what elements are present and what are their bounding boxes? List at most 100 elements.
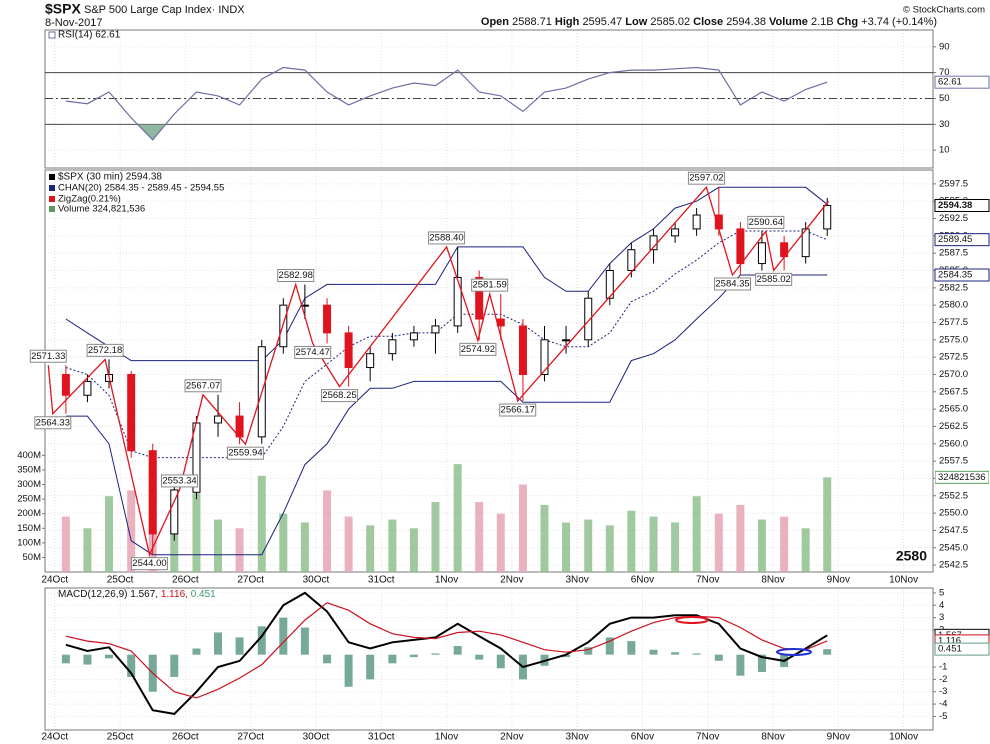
x-tick-label: 9Nov	[827, 732, 850, 743]
y-tick-label: 2547.5	[939, 525, 968, 536]
y-tick-label: 2562.5	[939, 421, 968, 432]
zigzag-label-box	[687, 171, 725, 185]
volume-bar	[714, 513, 723, 572]
x-tick-label: 31Oct	[368, 732, 395, 743]
quote-label: Close	[693, 16, 723, 28]
quote-value: +3.74 (+0.14%)	[861, 16, 937, 28]
x-tick-label: 3Nov	[565, 575, 588, 586]
x-tick-label: 30Oct	[303, 575, 330, 586]
x-tick-label: 31Oct	[368, 575, 395, 586]
zigzag-label-box	[29, 349, 67, 363]
candle-body	[127, 373, 136, 452]
volume-bar	[300, 522, 309, 572]
zigzag-label: 2582.98	[279, 270, 313, 281]
y-tick-label: 2557.5	[939, 456, 968, 467]
x-tick-label: 2Nov	[500, 732, 523, 743]
zigzag-label: 2572.18	[88, 345, 122, 356]
histogram-bar	[475, 654, 484, 660]
zigzag-label-box	[184, 379, 222, 393]
histogram-bar	[344, 654, 353, 687]
zigzag-label: 2559.94	[228, 448, 262, 459]
candle-body	[823, 204, 832, 230]
candle-body	[83, 380, 92, 396]
panel-frame	[44, 169, 934, 573]
y-tick-label: 2580.0	[939, 300, 968, 311]
y-tick-label: 2582.5	[939, 282, 968, 293]
histogram-bar	[736, 654, 745, 676]
zigzag-label: 2567.07	[186, 380, 220, 391]
candle-body	[148, 450, 157, 535]
zigzag-label-box	[714, 277, 752, 291]
quote-label: Chg	[837, 16, 858, 28]
histogram-bar	[496, 654, 505, 669]
y-tick-label: 2572.5	[939, 352, 968, 363]
macd-legend-hist: 0.451	[191, 589, 216, 600]
volume-bar	[344, 516, 353, 572]
quote-value: 2594.38	[726, 16, 766, 28]
quote-label: High	[555, 16, 580, 28]
macd-legend: MACD(12,26,9) 1.567, 1.116, 0.451	[58, 589, 216, 600]
volume-bar	[61, 516, 70, 572]
volume-bar	[496, 513, 505, 572]
volume-bar	[801, 528, 810, 572]
histogram-bar	[279, 617, 288, 655]
y-tick-label: 2565.0	[939, 404, 968, 415]
legend-swatch	[48, 31, 56, 39]
volume-bar	[540, 504, 549, 572]
quote-label: Low	[625, 16, 647, 28]
quote-label: Open	[481, 16, 509, 28]
candle-body	[801, 228, 810, 258]
x-tick-label: 9Nov	[827, 575, 850, 586]
volume-tick-label: 200M	[17, 508, 41, 519]
x-tick-label: 3Nov	[565, 732, 588, 743]
zigzag-label: 2566.17	[501, 405, 535, 416]
zigzag-label: 2574.47	[296, 347, 330, 358]
y-tick-label: 10	[939, 145, 950, 156]
last-value-label: 62.61	[938, 77, 962, 88]
histogram-bar	[388, 654, 397, 664]
last-value-box	[935, 470, 989, 484]
quote-value: 2585.02	[650, 16, 690, 28]
zigzag-label: 2590.64	[749, 217, 783, 228]
candle-body	[388, 339, 397, 355]
volume-bar	[671, 522, 680, 572]
y-tick-label: -2	[939, 674, 947, 685]
y-tick-label: 2542.5	[939, 560, 968, 571]
y-tick-label: 2560.0	[939, 438, 968, 449]
zigzag-label: 2553.34	[162, 475, 196, 486]
volume-bar	[409, 528, 418, 572]
macd-legend-main: MACD(12,26,9) 1.567,	[58, 589, 158, 600]
histogram-bar	[409, 654, 418, 658]
volume-bar	[757, 519, 766, 572]
channel-legend: CHAN(20) 2584.35 - 2589.45 - 2594.55	[58, 183, 224, 194]
volume-bar	[605, 525, 614, 572]
y-tick-label: 4	[939, 600, 944, 611]
candle-body	[453, 276, 462, 327]
volume-tick-label: 250M	[17, 494, 41, 505]
candle-body	[627, 249, 636, 271]
volume-bar	[257, 475, 266, 572]
volume-bar	[235, 528, 244, 572]
x-tick-label: 1Nov	[435, 575, 458, 586]
y-tick-label: 90	[939, 41, 950, 52]
volume-bar	[192, 493, 201, 572]
volume-tick-label: 400M	[17, 450, 41, 461]
last-value-box	[934, 268, 990, 282]
candle-body	[692, 214, 701, 230]
volume-tick-label: 50M	[23, 552, 42, 563]
zigzag-label: 2568.25	[322, 390, 356, 401]
y-tick-label: 2550.0	[939, 508, 968, 519]
x-tick-label: 1Nov	[435, 732, 458, 743]
y-tick-label: -3	[939, 686, 947, 697]
candle-body	[518, 325, 527, 375]
volume-bar	[736, 504, 745, 572]
volume-tick-label: 100M	[17, 537, 41, 548]
rsi-legend: RSI(14) 62.61	[58, 30, 121, 41]
x-tick-label: 25Oct	[107, 575, 134, 586]
histogram-bar	[366, 654, 375, 680]
histogram-bar	[453, 646, 462, 655]
x-tick-label: 27Oct	[237, 575, 264, 586]
x-tick-label: 30Oct	[303, 732, 330, 743]
zigzag-label: 2588.40	[429, 232, 463, 243]
